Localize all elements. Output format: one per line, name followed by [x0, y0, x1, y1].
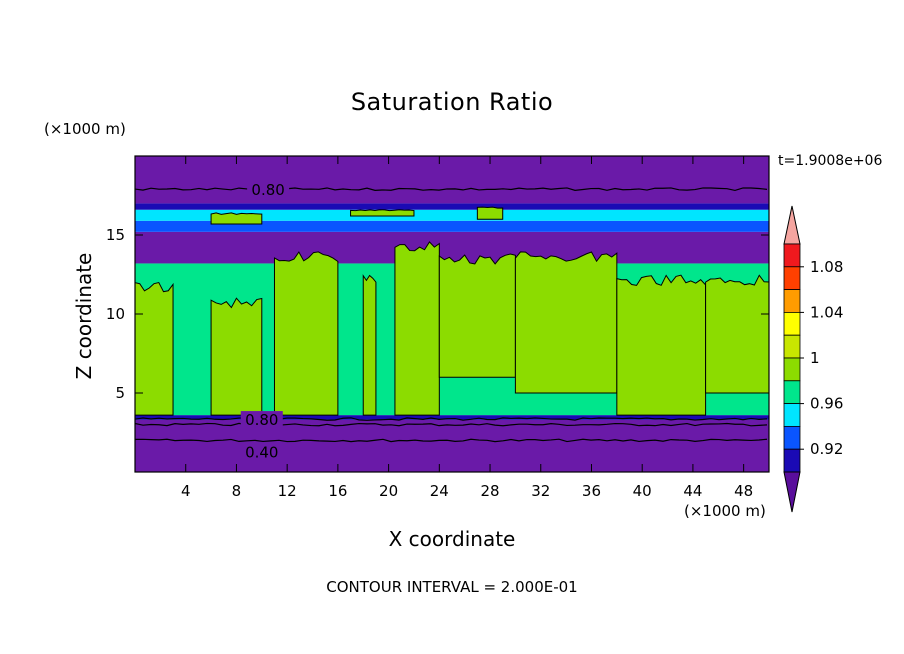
x-tick-label: 4: [181, 482, 191, 500]
colorbar-tick-label: 0.92: [810, 440, 843, 458]
contour-label: 0.80: [251, 181, 284, 199]
field: 0.80 0.80 0.40: [135, 156, 769, 472]
band-0.85: [135, 231, 769, 264]
contour-interval-note: CONTOUR INTERVAL = 2.000E-01: [326, 578, 578, 596]
colorbar-tick-label: 1.08: [810, 258, 843, 276]
colorbar-tick-label: 0.96: [810, 395, 843, 413]
x-tick-label: 36: [582, 482, 601, 500]
x-tick-label: 20: [379, 482, 398, 500]
colorbar-box: [783, 243, 801, 268]
supersaturated-region: [705, 274, 769, 394]
contour-line: [135, 438, 768, 443]
supersaturated-region: [394, 241, 440, 416]
x-axis-label: X coordinate: [388, 527, 516, 551]
colorbar-box: [783, 425, 801, 450]
x-tick-label: 40: [633, 482, 652, 500]
x-tick-label: 8: [232, 482, 242, 500]
time-label: t=1.9008e+06: [778, 153, 883, 169]
colorbar-box: [783, 334, 801, 359]
supersaturated-region: [210, 212, 263, 225]
colorbar-box: [783, 448, 801, 473]
colorbar: 0.92 0.96 1 1.04 1.08: [783, 205, 843, 513]
colorbar-box: [783, 289, 801, 313]
colorbar-box: [783, 266, 801, 290]
supersaturated-region: [210, 297, 263, 416]
x-tick-label: 48: [734, 482, 753, 500]
contour-line: [135, 417, 768, 421]
contour-label-bg: [240, 443, 283, 460]
band-0.93: [135, 203, 769, 210]
supersaturated-region: [273, 251, 339, 416]
colorbar-box: [783, 380, 801, 404]
contour-label: 0.80: [245, 411, 278, 429]
supersaturated-region: [438, 253, 516, 378]
band-0.4: [135, 419, 769, 472]
y-tick-label: 15: [106, 226, 125, 244]
x-tick-label: 32: [531, 482, 550, 500]
colorbar-tick-label: 1: [810, 349, 820, 367]
band-0.95: [135, 220, 769, 232]
colorbar-tick-label: 1.04: [810, 303, 843, 321]
band-0.8: [135, 156, 769, 204]
contour-line: [135, 422, 768, 427]
band-0.97: [135, 209, 769, 221]
plot-area: 0.80 0.80 0.40: [135, 156, 769, 472]
band-0.94: [135, 415, 769, 420]
x-axis-unit: (×1000 m): [684, 502, 766, 520]
supersaturated-region: [350, 209, 415, 217]
contour-line: [135, 187, 768, 192]
colorbar-box: [783, 311, 801, 336]
contour-label: 0.40: [245, 443, 278, 461]
y-tick-label: 5: [115, 384, 125, 402]
y-tick-label: 10: [106, 305, 125, 323]
x-tick-label: 12: [278, 482, 297, 500]
supersaturated-region: [476, 206, 504, 220]
colorbar-top-arrow: [783, 205, 801, 245]
x-tick-label: 16: [328, 482, 347, 500]
supersaturated-region: [135, 281, 174, 416]
contour-label-bg: [240, 411, 283, 428]
x-tick-label: 44: [683, 482, 702, 500]
colorbar-box: [783, 357, 801, 382]
x-tick-label: 28: [480, 482, 499, 500]
supersaturated-region: [514, 251, 618, 394]
colorbar-box: [783, 403, 801, 427]
y-axis-unit: (×1000 m): [44, 120, 126, 138]
chart-title: Saturation Ratio: [350, 88, 554, 116]
supersaturated-region: [362, 274, 377, 416]
x-tick-label: 24: [430, 482, 449, 500]
supersaturated-region: [616, 274, 707, 416]
contour-label-bg: [247, 181, 290, 198]
colorbar-bottom-arrow: [783, 471, 801, 513]
